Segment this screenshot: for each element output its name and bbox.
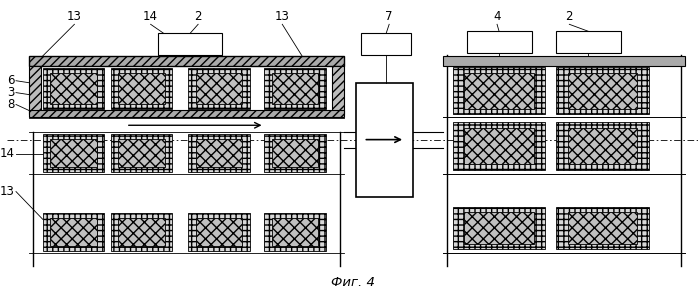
Bar — [567, 72, 637, 109]
Bar — [111, 134, 172, 172]
Bar — [272, 139, 318, 167]
Bar — [556, 207, 648, 249]
Bar — [119, 218, 165, 246]
Bar — [567, 128, 637, 164]
Bar — [567, 212, 637, 244]
Bar — [29, 111, 343, 117]
Bar — [362, 33, 411, 55]
Bar — [265, 213, 326, 251]
Bar — [43, 68, 104, 109]
Text: 4: 4 — [493, 10, 500, 23]
Text: 3: 3 — [8, 86, 15, 99]
Bar — [195, 218, 242, 246]
Text: Фиг. 4: Фиг. 4 — [331, 276, 375, 289]
Text: 7: 7 — [385, 10, 393, 23]
Text: 2: 2 — [194, 10, 202, 23]
Bar — [188, 68, 250, 109]
Bar — [468, 31, 532, 53]
Bar — [272, 73, 318, 104]
Bar — [265, 134, 326, 172]
Bar — [50, 73, 97, 104]
Text: 6: 6 — [8, 74, 15, 87]
Text: 14: 14 — [0, 147, 15, 160]
Bar — [463, 128, 533, 164]
Text: 13: 13 — [275, 10, 290, 23]
Bar — [119, 139, 165, 167]
Bar — [50, 139, 97, 167]
Bar — [43, 213, 104, 251]
Text: 8: 8 — [8, 98, 15, 111]
Bar — [556, 31, 621, 53]
Bar — [265, 68, 326, 109]
Bar — [195, 139, 242, 167]
Bar — [443, 56, 685, 66]
Bar — [272, 218, 318, 246]
Bar — [355, 83, 413, 197]
Bar — [556, 67, 648, 114]
Text: 2: 2 — [565, 10, 573, 23]
Bar — [332, 66, 343, 114]
Bar — [452, 67, 544, 114]
Bar — [452, 207, 544, 249]
Bar — [556, 122, 648, 170]
Bar — [29, 56, 343, 66]
Bar — [111, 68, 172, 109]
Bar — [463, 212, 533, 244]
Bar — [29, 66, 40, 114]
Text: 13: 13 — [67, 10, 82, 23]
Bar — [463, 72, 533, 109]
Text: 13: 13 — [0, 185, 15, 198]
Text: 14: 14 — [143, 10, 158, 23]
Bar — [452, 122, 544, 170]
Bar — [188, 134, 250, 172]
Bar — [43, 134, 104, 172]
Bar — [111, 213, 172, 251]
Bar — [50, 218, 97, 246]
Bar — [188, 213, 250, 251]
Bar — [195, 73, 242, 104]
Bar — [119, 73, 165, 104]
Bar — [158, 33, 222, 55]
